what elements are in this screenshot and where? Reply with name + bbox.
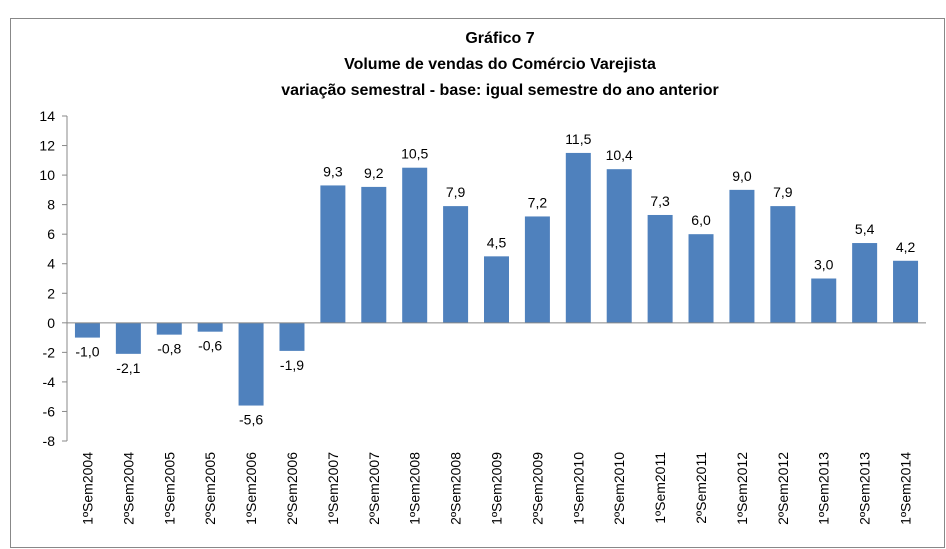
value-label: 10,4 bbox=[606, 147, 633, 163]
value-label: 9,3 bbox=[323, 163, 343, 179]
x-tick-label: 2ºSem2006 bbox=[284, 452, 300, 525]
y-tick-label: -6 bbox=[43, 403, 56, 419]
x-tick-label: 1ºSem2011 bbox=[652, 452, 668, 524]
x-tick-label: 1ºSem2004 bbox=[79, 452, 95, 525]
x-tick-label: 1ºSem2007 bbox=[325, 452, 341, 525]
bar bbox=[565, 152, 591, 323]
value-label: -1,9 bbox=[280, 357, 304, 373]
y-tick-label: 2 bbox=[47, 285, 55, 301]
value-label: 5,4 bbox=[855, 221, 875, 237]
x-tick-label: 2ºSem2007 bbox=[366, 452, 382, 525]
x-tick-label: 2ºSem2012 bbox=[775, 452, 791, 525]
bar bbox=[811, 278, 837, 323]
y-tick-label: 6 bbox=[47, 226, 55, 242]
y-tick-label: -8 bbox=[43, 433, 56, 449]
bar bbox=[770, 206, 796, 323]
x-tick-label: 1ºSem2005 bbox=[161, 452, 177, 525]
x-tick-label: 2ºSem2008 bbox=[448, 452, 464, 525]
bar bbox=[115, 322, 141, 354]
x-tick-label: 2ºSem2009 bbox=[529, 452, 545, 525]
x-tick-label: 2ºSem2013 bbox=[857, 452, 873, 525]
value-label: -2,1 bbox=[116, 360, 140, 376]
x-tick-label: 2ºSem2010 bbox=[611, 452, 627, 525]
bar bbox=[361, 186, 387, 323]
bar bbox=[443, 206, 469, 323]
x-tick-label: 1ºSem2012 bbox=[734, 452, 750, 525]
value-label: 7,3 bbox=[650, 193, 670, 209]
y-tick-label: -2 bbox=[43, 344, 56, 360]
y-tick-label: 14 bbox=[39, 108, 55, 124]
value-label: 6,0 bbox=[691, 212, 711, 228]
x-tick-label: 1ºSem2006 bbox=[243, 452, 259, 525]
value-label: 9,2 bbox=[364, 165, 384, 181]
x-tick-label: 1ºSem2008 bbox=[407, 452, 423, 525]
x-tick-label: 2ºSem2005 bbox=[202, 452, 218, 525]
value-label: 7,9 bbox=[773, 184, 793, 200]
bar bbox=[893, 260, 919, 323]
chart-title: Volume de vendas do Comércio Varejista bbox=[344, 56, 656, 73]
chart-title: Gráfico 7 bbox=[465, 30, 534, 47]
bar bbox=[197, 322, 223, 332]
x-tick-label: 1ºSem2010 bbox=[570, 452, 586, 525]
value-label: 3,0 bbox=[814, 257, 834, 273]
bar bbox=[852, 243, 878, 323]
x-tick-label: 2ºSem2004 bbox=[120, 452, 136, 525]
bar bbox=[320, 185, 346, 323]
value-label: 4,5 bbox=[487, 234, 507, 250]
bar bbox=[524, 216, 550, 323]
bar bbox=[238, 322, 264, 406]
y-tick-label: 0 bbox=[47, 315, 55, 331]
value-label: 11,5 bbox=[565, 131, 591, 147]
x-tick-label: 2ºSem2011 bbox=[693, 452, 709, 524]
value-label: -0,6 bbox=[198, 338, 222, 354]
x-tick-label: 1ºSem2009 bbox=[489, 452, 505, 525]
x-tick-label: 1ºSem2014 bbox=[898, 452, 914, 525]
bar bbox=[647, 214, 673, 323]
x-tick-label: 1ºSem2013 bbox=[816, 452, 832, 525]
y-tick-label: 4 bbox=[47, 256, 55, 272]
value-label: 7,2 bbox=[528, 194, 548, 210]
value-label: 10,5 bbox=[401, 146, 428, 162]
bar bbox=[279, 322, 305, 351]
bar bbox=[688, 234, 714, 323]
bar bbox=[402, 167, 428, 323]
y-tick-label: 10 bbox=[39, 167, 55, 183]
bar bbox=[606, 169, 632, 323]
bar bbox=[729, 189, 755, 323]
bar bbox=[74, 322, 100, 338]
value-label: 7,9 bbox=[446, 184, 466, 200]
value-label: -1,0 bbox=[75, 344, 99, 360]
bar bbox=[156, 322, 182, 335]
y-tick-label: 8 bbox=[47, 197, 55, 213]
chart-frame bbox=[10, 18, 945, 548]
value-label: -0,8 bbox=[157, 341, 181, 357]
bar bbox=[484, 256, 509, 323]
y-tick-label: -4 bbox=[43, 374, 56, 390]
y-tick-label: 12 bbox=[39, 138, 55, 154]
value-label: 9,0 bbox=[732, 168, 752, 184]
value-label: 4,2 bbox=[896, 239, 916, 255]
chart-title: variação semestral - base: igual semestr… bbox=[281, 82, 719, 99]
value-label: -5,6 bbox=[239, 412, 263, 428]
